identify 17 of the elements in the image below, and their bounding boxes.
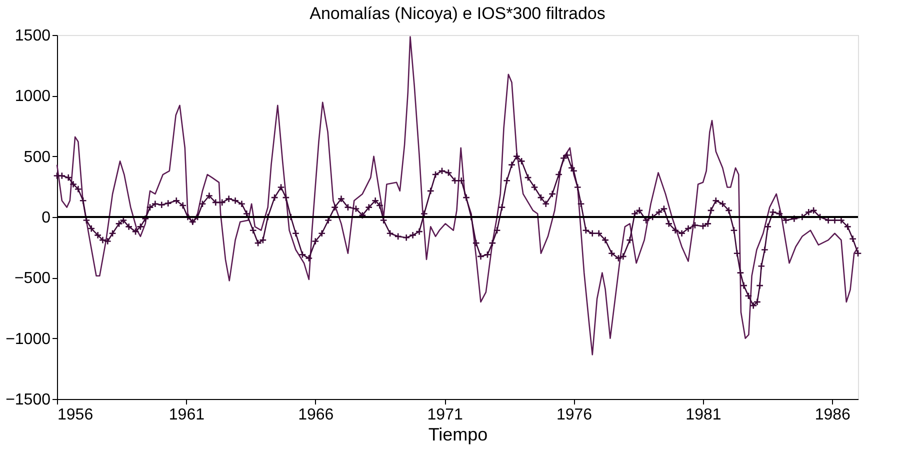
chart-title: Anomalías (Nicoya) e IOS*300 filtrados — [310, 4, 606, 23]
y-tick-label: 1500 — [14, 28, 51, 44]
y-tick-label: −1000 — [6, 330, 51, 348]
line-series — [56, 36, 859, 356]
y-tick-label: −500 — [14, 270, 51, 288]
y-tick-label: 500 — [24, 148, 51, 166]
x-tick-label: 1971 — [427, 406, 463, 424]
x-axis-title: Tiempo — [428, 424, 488, 444]
x-tick-label: 1986 — [814, 406, 851, 424]
x-tick-label: 1956 — [58, 406, 94, 424]
y-tick-label: −1500 — [6, 392, 51, 408]
y-tick-label: 0 — [42, 210, 51, 226]
x-tick-label: 1981 — [686, 406, 722, 424]
x-tick-label: 1961 — [168, 406, 205, 424]
y-tick-label: 1000 — [14, 88, 51, 106]
x-tick-label: 1976 — [556, 406, 592, 424]
x-tick-label: 1966 — [298, 406, 334, 424]
